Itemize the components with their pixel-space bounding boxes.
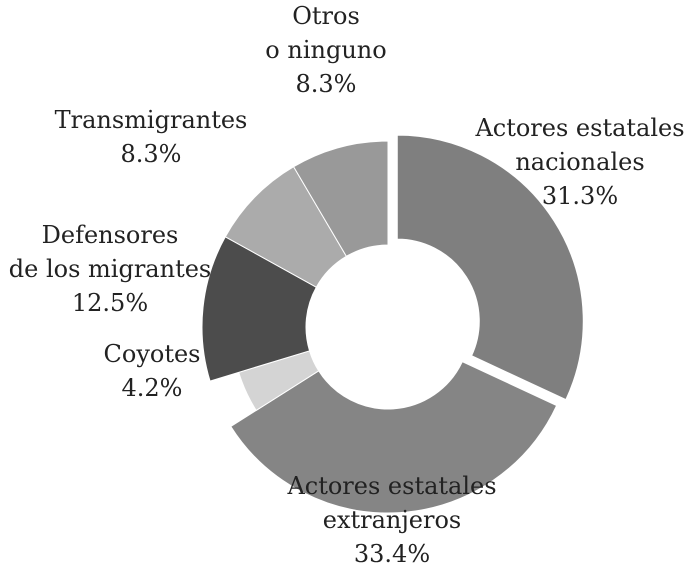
slice-3	[201, 236, 317, 382]
slice-label-0: Actores estatales nacionales 31.3%	[474, 114, 684, 210]
slice-name-line: Transmigrantes	[55, 106, 248, 134]
slice-percent: 31.3%	[542, 182, 618, 210]
slice-name-line: extranjeros	[323, 506, 462, 534]
slice-label-2: Coyotes 4.2%	[104, 340, 201, 402]
slice-name-line: Actores estatales	[474, 114, 684, 142]
slice-name-line: de los migrantes	[9, 255, 211, 283]
donut-slices	[201, 134, 584, 514]
slice-1	[230, 360, 558, 514]
slice-name-line: Otros	[292, 2, 360, 30]
slice-5	[292, 140, 389, 258]
slice-label-5: Otros o ninguno 8.3%	[265, 2, 386, 98]
slice-label-1: Actores estatales extranjeros 33.4%	[286, 472, 496, 565]
slice-labels: Actores estatales nacionales 31.3%Actores …	[9, 2, 685, 565]
slice-label-3: Defensores de los migrantes 12.5%	[9, 221, 211, 317]
slice-name-line: Coyotes	[104, 340, 201, 368]
slice-name-line: o ninguno	[265, 36, 386, 64]
slice-name-line: nacionales	[515, 148, 644, 176]
slice-percent: 4.2%	[122, 374, 183, 402]
slice-percent: 12.5%	[72, 289, 148, 317]
slice-name-line: Actores estatales	[286, 472, 496, 500]
slice-0	[396, 134, 584, 401]
slice-percent: 8.3%	[121, 140, 182, 168]
slice-label-4: Transmigrantes 8.3%	[55, 106, 248, 168]
slice-name-line: Defensores	[42, 221, 179, 249]
slice-percent: 33.4%	[354, 540, 430, 565]
slice-percent: 8.3%	[296, 70, 357, 98]
